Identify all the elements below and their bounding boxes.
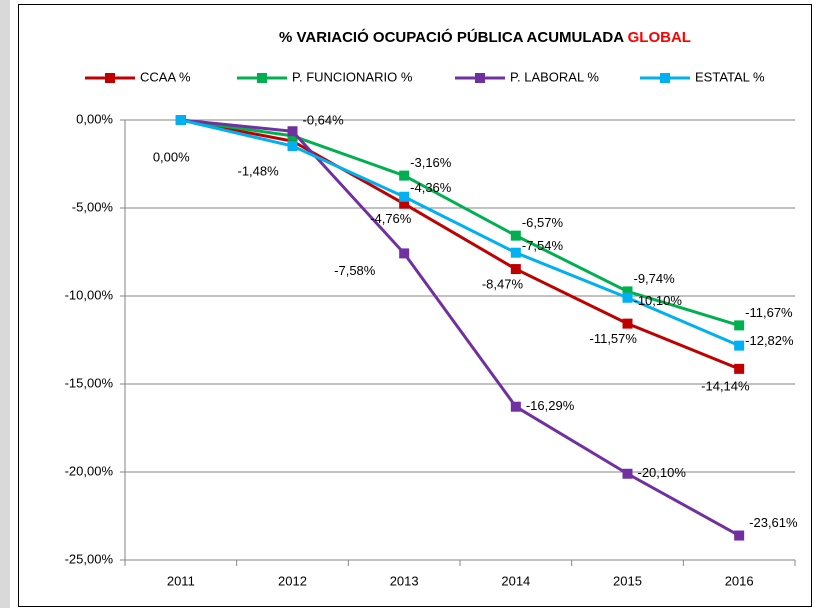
- y-tick-label: 0,00%: [76, 111, 113, 126]
- title-highlight: GLOBAL: [628, 29, 691, 46]
- side-strip: [0, 0, 10, 608]
- legend-marker: [660, 73, 670, 83]
- data-label: -4,36%: [410, 180, 452, 195]
- legend-label: P. LABORAL %: [510, 69, 599, 84]
- x-tick-label: 2016: [725, 573, 754, 588]
- legend-label: P. FUNCIONARIO %: [292, 69, 413, 84]
- legend-marker: [257, 73, 267, 83]
- data-label: -10,10%: [634, 293, 683, 308]
- title-main: % VARIACIÓ OCUPACIÓ PÚBLICA ACUMULADA: [279, 28, 628, 46]
- y-tick-label: -10,00%: [65, 287, 114, 302]
- point: [287, 141, 298, 152]
- point: [734, 340, 745, 351]
- legend-marker: [105, 73, 115, 83]
- data-label: -3,16%: [410, 155, 452, 170]
- point: [510, 264, 521, 275]
- data-label: -6,57%: [522, 215, 564, 230]
- legend-label: CCAA %: [140, 69, 191, 84]
- data-label: -20,10%: [638, 465, 687, 480]
- data-label: -0,64%: [303, 113, 345, 128]
- point: [399, 191, 410, 202]
- x-tick-label: 2012: [278, 573, 307, 588]
- data-label: -1,48%: [238, 163, 280, 178]
- chart-title: % VARIACIÓ OCUPACIÓ PÚBLICA ACUMULADA GL…: [279, 28, 691, 46]
- data-label: -4,76%: [370, 211, 412, 226]
- x-tick-label: 2014: [501, 573, 530, 588]
- y-tick-label: -15,00%: [65, 375, 114, 390]
- x-tick-label: 2011: [167, 573, 195, 588]
- data-label: -7,58%: [334, 263, 376, 278]
- series-line: [180, 118, 740, 371]
- chart-frame: [18, 4, 812, 607]
- point: [622, 318, 633, 329]
- data-label: -7,54%: [522, 238, 564, 253]
- legend-label: ESTATAL %: [695, 69, 765, 84]
- series-line: [180, 118, 740, 537]
- y-tick-label: -5,00%: [72, 199, 114, 214]
- series-line: [180, 118, 740, 348]
- point: [734, 320, 745, 331]
- point: [622, 292, 633, 303]
- y-tick-label: -20,00%: [65, 463, 114, 478]
- data-label: 0,00%: [153, 149, 190, 164]
- data-label: -11,67%: [745, 305, 793, 320]
- y-tick-label: -25,00%: [65, 551, 114, 566]
- data-label: -16,29%: [526, 398, 575, 413]
- data-label: -12,82%: [745, 333, 794, 348]
- point: [622, 286, 633, 297]
- point: [399, 170, 410, 181]
- data-label: -11,57%: [590, 331, 638, 346]
- data-label: -8,47%: [482, 277, 524, 292]
- point: [287, 126, 298, 137]
- data-label: -23,61%: [749, 515, 798, 530]
- x-tick-label: 2013: [390, 573, 419, 588]
- legend-marker: [475, 73, 485, 83]
- point: [734, 363, 745, 374]
- data-label: -9,74%: [634, 271, 676, 286]
- series-line: [180, 118, 740, 327]
- point: [622, 468, 633, 479]
- point: [510, 230, 521, 241]
- point: [510, 247, 521, 258]
- point: [175, 115, 186, 125]
- point: [510, 401, 521, 412]
- point: [399, 198, 410, 209]
- data-label: -14,14%: [701, 378, 750, 393]
- point: [734, 530, 745, 541]
- x-tick-label: 2015: [613, 573, 642, 588]
- point: [399, 248, 410, 259]
